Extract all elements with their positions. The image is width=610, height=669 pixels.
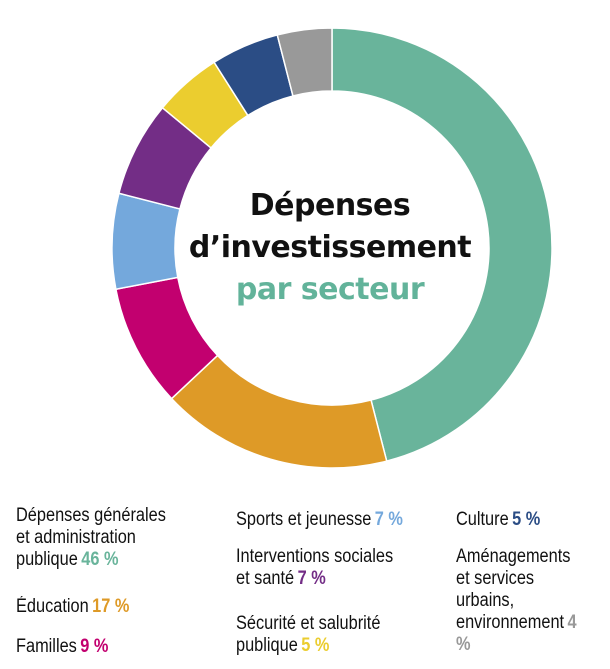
legend-label-line: Familles — [16, 636, 77, 657]
legend-label-line: publique — [16, 549, 78, 570]
donut-slice-1 — [170, 354, 388, 469]
legend-percentage: 7 % — [374, 509, 403, 530]
legend-label-line: Sports et jeunesse — [236, 509, 372, 530]
legend-label-line: et administration — [16, 527, 136, 548]
legend-label-line: Sécurité et salubrité — [236, 613, 381, 634]
legend-percentage: 7 % — [297, 568, 326, 589]
legend-label-line: Dépenses générales — [16, 505, 166, 526]
donut-slice-7 — [276, 27, 333, 97]
legend-item-3: Sports et jeunesse 7 % — [236, 509, 403, 531]
legend-label-line: et services urbains, — [456, 568, 535, 611]
legend-label-line: environnement — [456, 612, 565, 633]
legend-item-6: Culture 5 % — [456, 509, 540, 531]
legend-label-line: Interventions sociales — [236, 546, 394, 567]
legend-label-line: Aménagements — [456, 546, 571, 567]
legend-percentage: 4 % — [456, 612, 577, 655]
legend-label-line: Culture — [456, 509, 509, 530]
donut-slice-0 — [331, 27, 553, 463]
legend-percentage: 5 % — [301, 635, 330, 656]
legend-percentage: 17 % — [92, 596, 130, 617]
legend-percentage: 46 % — [81, 549, 119, 570]
legend-item-0: Dépenses générales et administration publi… — [16, 505, 166, 571]
chart-subtitle: par secteur — [235, 272, 425, 307]
legend-item-5: Sécurité et salubrité publique 5 % — [236, 613, 380, 657]
legend-item-7: Aménagements et services urbains, environn… — [456, 546, 588, 656]
legend-item-4: Interventions sociales et santé 7 % — [236, 546, 393, 590]
legend-percentage: 5 % — [512, 509, 541, 530]
donut-slice-3 — [111, 192, 181, 291]
legend-label-line: Éducation — [16, 596, 89, 617]
chart-title-line-2: d’investissement — [188, 230, 472, 265]
donut-chart — [111, 27, 553, 469]
legend-label-line: et santé — [236, 568, 295, 589]
legend-percentage: 9 % — [80, 636, 109, 657]
legend-item-2: Familles 9 % — [16, 636, 108, 658]
legend-item-1: Éducation 17 % — [16, 596, 129, 618]
chart-title-line-1: Dépenses — [249, 188, 411, 223]
legend-label-line: publique — [236, 635, 298, 656]
